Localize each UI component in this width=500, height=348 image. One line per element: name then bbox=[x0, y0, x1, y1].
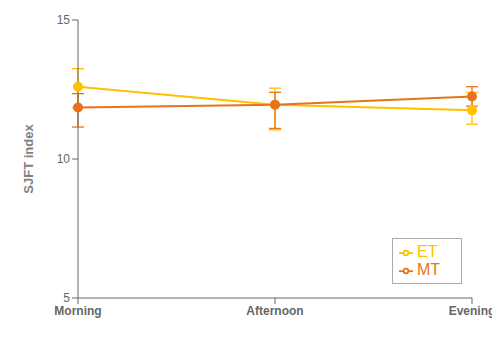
html-text:MT: MT bbox=[417, 261, 441, 278]
svg-text:15: 15 bbox=[57, 13, 71, 27]
svg-text:5: 5 bbox=[63, 291, 70, 305]
svg-text:Morning: Morning bbox=[54, 304, 101, 318]
svg-text:Afternoon: Afternoon bbox=[246, 304, 303, 318]
svg-text:Evening: Evening bbox=[449, 304, 492, 318]
svg-text:SJFT index: SJFT index bbox=[21, 124, 36, 194]
svg-text:10: 10 bbox=[57, 152, 71, 166]
html-text:ET: ET bbox=[417, 243, 438, 260]
